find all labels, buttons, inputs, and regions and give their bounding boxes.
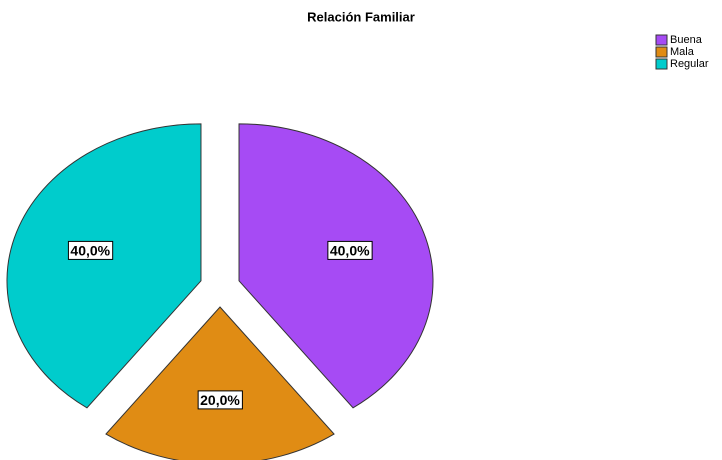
data-label-text: 40,0% <box>330 242 370 258</box>
chart-title: Relación Familiar <box>307 9 415 24</box>
legend-swatch <box>655 46 668 58</box>
data-label: 40,0% <box>67 240 114 260</box>
legend-swatch <box>655 58 668 70</box>
legend-label: Mala <box>670 46 695 58</box>
legend-swatch <box>655 34 668 46</box>
legend-label: Buena <box>670 34 703 46</box>
pie-slice <box>105 306 335 460</box>
data-label-text: 20,0% <box>200 392 240 408</box>
data-label: 20,0% <box>197 390 243 410</box>
data-label: 40,0% <box>327 240 373 260</box>
pie-slice <box>238 123 434 409</box>
data-label-text: 40,0% <box>70 242 110 258</box>
data-label-box <box>327 240 373 260</box>
legend-label: Regular <box>670 58 709 70</box>
pie-slice <box>6 123 202 409</box>
data-label-box <box>67 240 114 260</box>
data-label-box <box>197 390 243 410</box>
